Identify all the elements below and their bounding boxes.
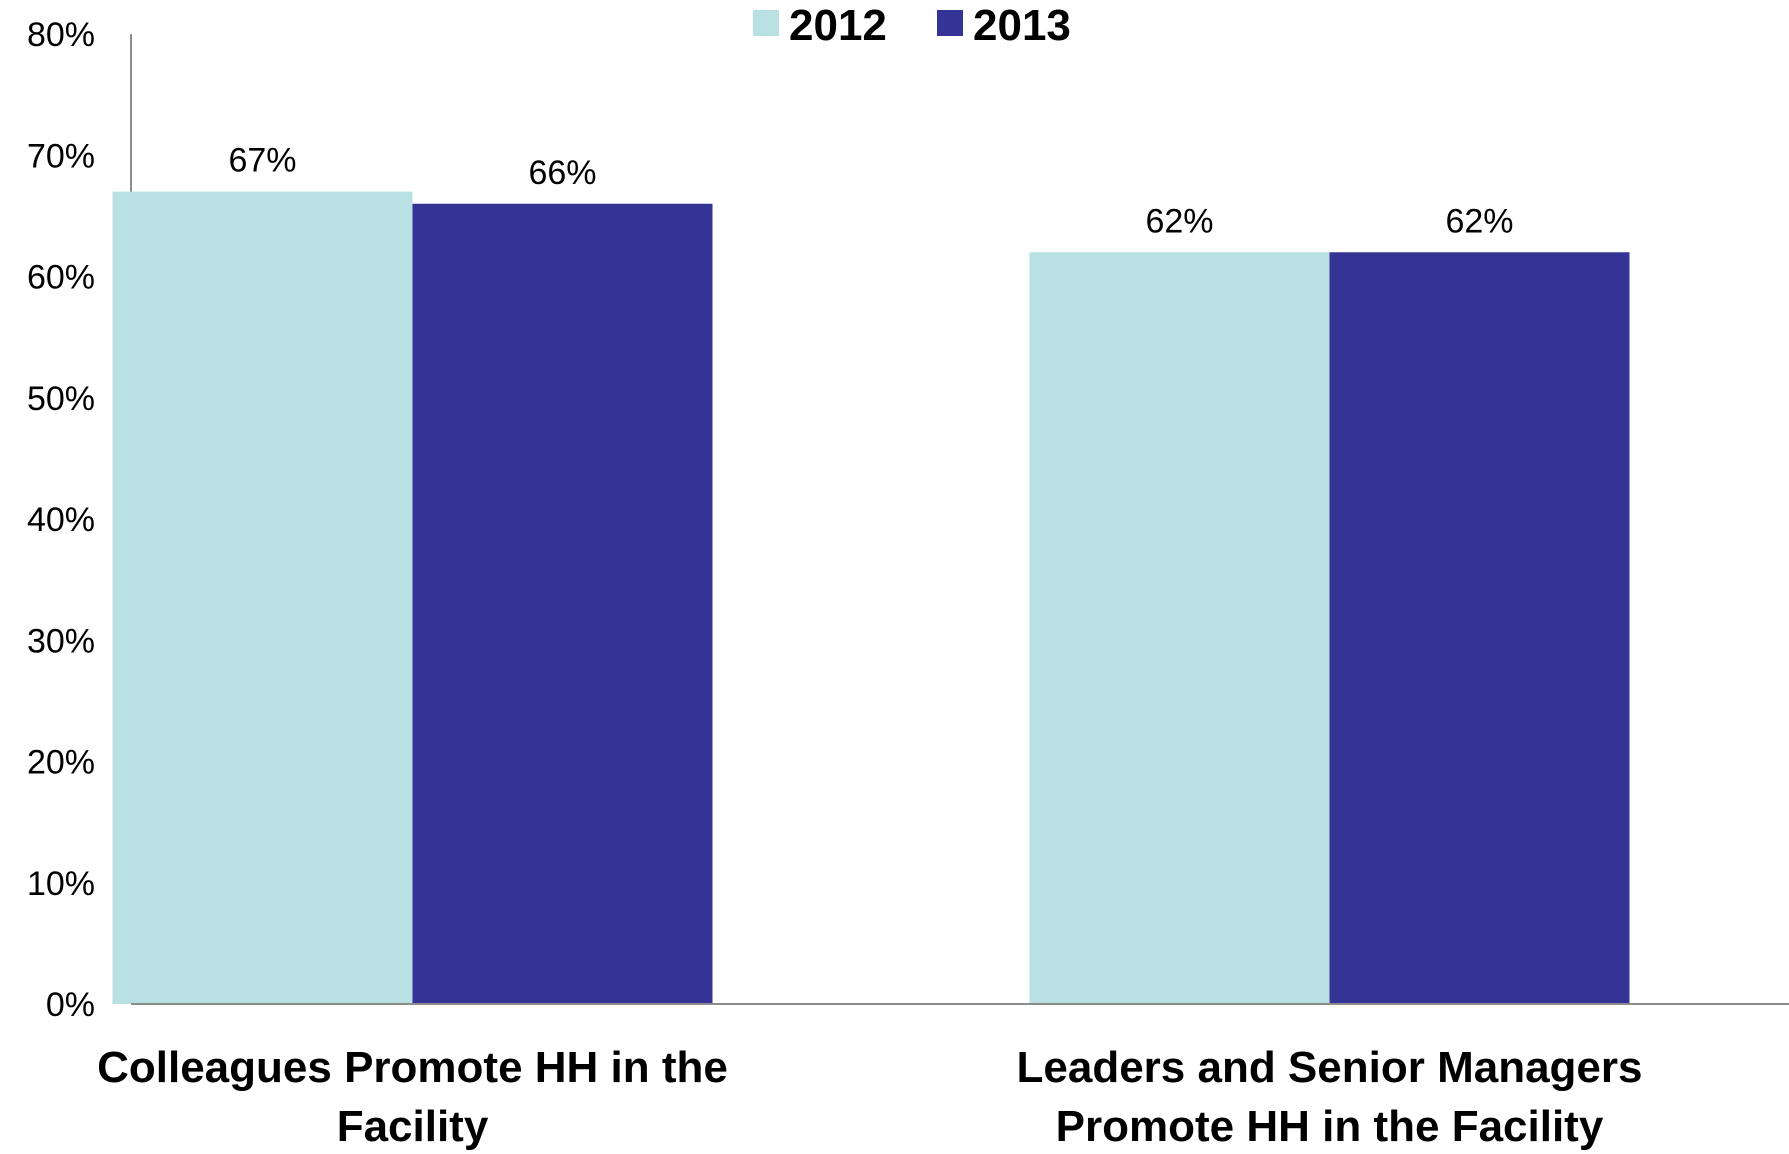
y-axis: 0% 10% 20% 30% 40% 50% 60% 70% 80% [27, 16, 132, 1024]
legend-swatch-2012 [753, 10, 779, 36]
data-label: 66% [528, 154, 596, 192]
x-category-label: Facility [337, 1102, 489, 1151]
y-tick-label: 50% [27, 380, 95, 418]
bar-2013-2 [1329, 252, 1630, 1004]
x-category-label: Leaders and Senior Managers [1017, 1043, 1643, 1092]
y-tick-label: 20% [27, 744, 95, 782]
y-tick-label: 30% [27, 622, 95, 660]
data-label: 67% [228, 142, 296, 180]
y-tick-label: 0% [46, 986, 95, 1024]
legend: 2012 2013 [753, 1, 1071, 50]
y-tick-label: 80% [27, 16, 95, 54]
legend-label-2013: 2013 [973, 1, 1071, 50]
x-category-label: Colleagues Promote HH in the [97, 1043, 728, 1092]
y-tick-label: 10% [27, 865, 95, 903]
x-axis: Colleagues Promote HH in the Facility Lead… [97, 1003, 1789, 1151]
legend-label-2012: 2012 [789, 1, 887, 50]
bar-2013-1 [412, 203, 713, 1004]
bars: 67% 66% 62% 62% [112, 142, 1630, 1004]
bar-2012-2 [1029, 252, 1330, 1004]
data-label: 62% [1445, 202, 1513, 240]
legend-swatch-2013 [937, 10, 963, 36]
bar-2012-1 [112, 191, 413, 1004]
y-tick-label: 60% [27, 259, 95, 297]
y-tick-label: 70% [27, 137, 95, 175]
data-label: 62% [1145, 202, 1213, 240]
y-tick-label: 40% [27, 501, 95, 539]
x-category-label: Promote HH in the Facility [1056, 1102, 1604, 1151]
